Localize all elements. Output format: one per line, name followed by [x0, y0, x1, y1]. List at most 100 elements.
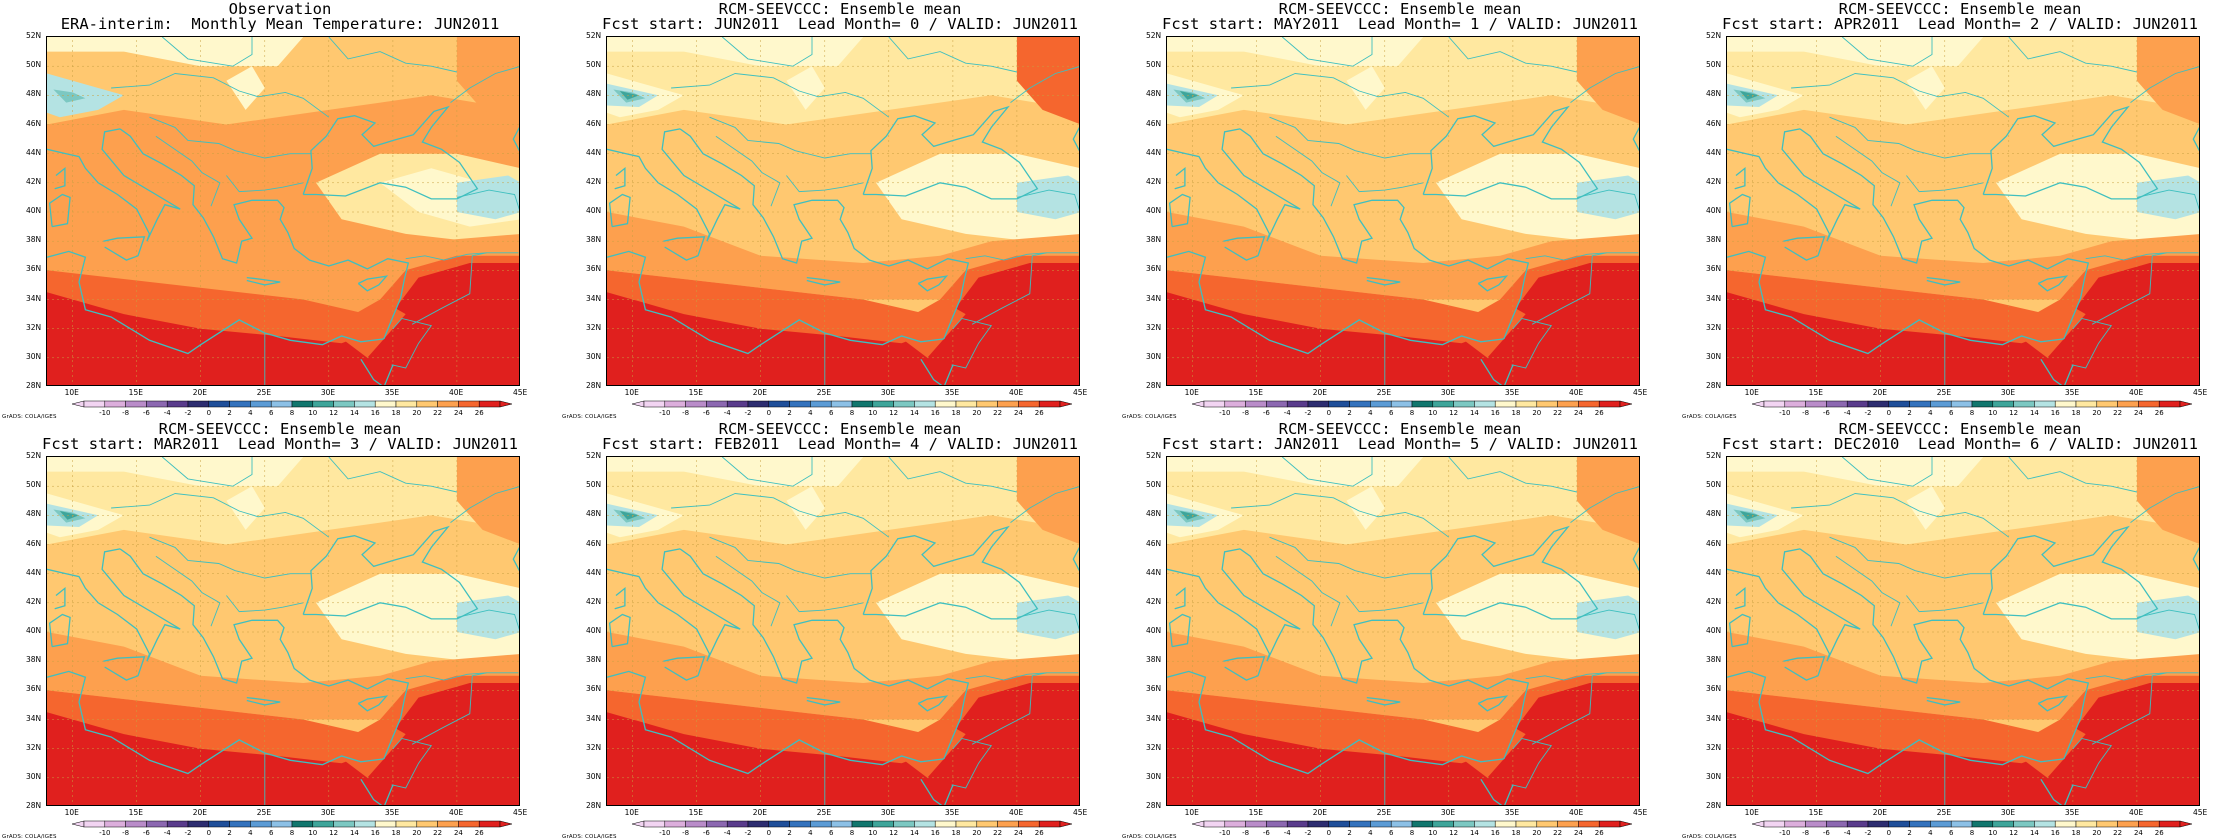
- colorbar-tick-label: -6: [1263, 409, 1271, 416]
- border-7: [1512, 317, 1553, 369]
- lat-label-50N: 50N: [1146, 480, 1162, 490]
- colorbar-swatch: [685, 400, 707, 408]
- colorbar-swatch: [2158, 400, 2181, 408]
- colorbar-swatch: [2013, 820, 2035, 828]
- border-0: [671, 493, 890, 538]
- lat-label-38N: 38N: [26, 655, 42, 665]
- colorbar-max-arrow: [2179, 400, 2192, 408]
- border-2: [786, 595, 864, 613]
- colorbar-tick-label: -8: [1802, 829, 1809, 836]
- colorbar-tick-label: 18: [952, 829, 961, 836]
- colorbar-swatch: [1432, 400, 1454, 408]
- coastline-1: [1239, 548, 1530, 760]
- temperature-field-svg: [1167, 457, 1639, 805]
- lon-label-25E: 25E: [1936, 388, 1952, 397]
- coastline-4: [1072, 546, 1079, 572]
- colorbar-swatch: [1018, 820, 1040, 828]
- colorbar-swatch: [333, 820, 355, 828]
- border-10: [2008, 37, 2137, 73]
- coastline-7: [1366, 276, 1401, 286]
- coastline-1: [679, 128, 970, 340]
- colorbar-max-arrow: [1619, 820, 1632, 828]
- lat-label-52N: 52N: [1706, 31, 1722, 40]
- colorbar-swatch: [1266, 400, 1288, 408]
- coastline-6: [1477, 275, 1509, 292]
- colorbar-swatch: [1971, 400, 1994, 408]
- colorbar-tick-label: 22: [433, 409, 442, 416]
- coastline-9: [48, 613, 71, 648]
- panel-title-line1: RCM-SEEVCCC: Ensemble mean: [1838, 0, 2082, 18]
- temp-band-carpathian-pale: [1906, 486, 1945, 530]
- colorbar-swatch: [934, 400, 957, 408]
- colorbar-swatch: [1453, 400, 1475, 408]
- coastline-2: [607, 250, 944, 355]
- colorbar-tick-label: 4: [248, 829, 253, 836]
- colorbar-swatch: [1224, 400, 1246, 408]
- lon-label-10E: 10E: [64, 808, 79, 817]
- lat-label-34N: 34N: [1146, 293, 1162, 303]
- lat-label-34N: 34N: [1146, 713, 1162, 723]
- map-panel-2: RCM-SEEVCCC: Ensemble mean Fcst start: J…: [560, 0, 1120, 421]
- lon-label-20E: 20E: [1872, 388, 1888, 397]
- colorbar-swatch: [1203, 400, 1226, 408]
- coastline-1: [119, 128, 410, 340]
- grads-credit: GrADS: COLA/IGES: [562, 414, 617, 420]
- border-1: [709, 536, 871, 579]
- colorbar-tick-label: 6: [829, 829, 834, 836]
- border-4: [1525, 672, 1639, 681]
- coastline-0: [47, 548, 181, 662]
- temperature-map: [1166, 456, 1640, 806]
- colorbar-max-arrow: [499, 400, 512, 408]
- colorbar-tick-label: -2: [745, 829, 752, 836]
- colorbar-swatch: [146, 820, 168, 828]
- border-2: [1346, 175, 1424, 193]
- colorbar-tick-label: 18: [392, 829, 401, 836]
- temp-band-carpathian-pale: [1346, 486, 1385, 530]
- colorbar-tick-label: -6: [1263, 829, 1271, 836]
- coastline-7: [1926, 276, 1961, 286]
- colorbar-swatch: [2117, 820, 2139, 828]
- coastline-3: [1422, 525, 1599, 620]
- border-1: [1829, 536, 1991, 579]
- lat-label-38N: 38N: [26, 235, 42, 245]
- lat-label-30N: 30N: [26, 351, 42, 361]
- lon-label-40E: 40E: [2128, 808, 2144, 817]
- lon-label-20E: 20E: [1312, 808, 1328, 817]
- lat-label-30N: 30N: [1706, 351, 1722, 361]
- temp-band-anatolia-cold: [1576, 595, 1639, 640]
- colorbar-tick-label: -6: [1823, 829, 1831, 836]
- temperature-map: [1726, 456, 2200, 806]
- lon-label-25E: 25E: [816, 808, 832, 817]
- temperature-colorbar: -10 -8 -6 -4 -2 0 2 4 6 8 10 12 14 16 18 20 22 24 26: [72, 400, 512, 416]
- lat-label-42N: 42N: [26, 176, 42, 186]
- colorbar-tick-label: 0: [767, 409, 771, 416]
- lat-label-52N: 52N: [1146, 451, 1162, 460]
- colorbar-swatch: [955, 400, 978, 408]
- temperature-field-svg: [607, 457, 1079, 805]
- temperature-map: [46, 456, 520, 806]
- colorbar-swatch: [1018, 400, 1040, 408]
- panel-title-line2: Fcst start: DEC2010 Lead Month= 6 / VALI…: [1722, 435, 2198, 453]
- colorbar-swatch: [747, 400, 770, 408]
- colorbar-tick-label: 12: [2009, 409, 2018, 416]
- colorbar-min-arrow: [1192, 820, 1205, 828]
- lat-label-44N: 44N: [1146, 567, 1162, 577]
- lat-label-48N: 48N: [1706, 509, 1722, 519]
- colorbar-swatch: [395, 400, 418, 408]
- lon-label-20E: 20E: [1872, 808, 1888, 817]
- temp-band-north-pale: [1167, 457, 1424, 487]
- temp-band-northeast: [456, 37, 519, 124]
- lat-label-50N: 50N: [26, 60, 42, 70]
- colorbar-tick-label: 24: [1574, 409, 1583, 416]
- border-10: [328, 37, 457, 73]
- coastline-8: [103, 656, 146, 681]
- colorbar-swatch: [166, 400, 189, 408]
- temperature-colorbar: -10 -8 -6 -4 -2 0 2 4 6 8 10 12 14 16 18 20 22 24 26: [1752, 820, 2192, 836]
- colorbar-max-arrow: [1059, 820, 1072, 828]
- border-9: [1570, 66, 1639, 103]
- colorbar-swatch: [2117, 400, 2139, 408]
- lon-label-30E: 30E: [1440, 388, 1456, 397]
- colorbar-tick-label: 12: [1449, 409, 1458, 416]
- grads-credit: GrADS: COLA/IGES: [562, 834, 617, 840]
- border-9: [450, 66, 519, 103]
